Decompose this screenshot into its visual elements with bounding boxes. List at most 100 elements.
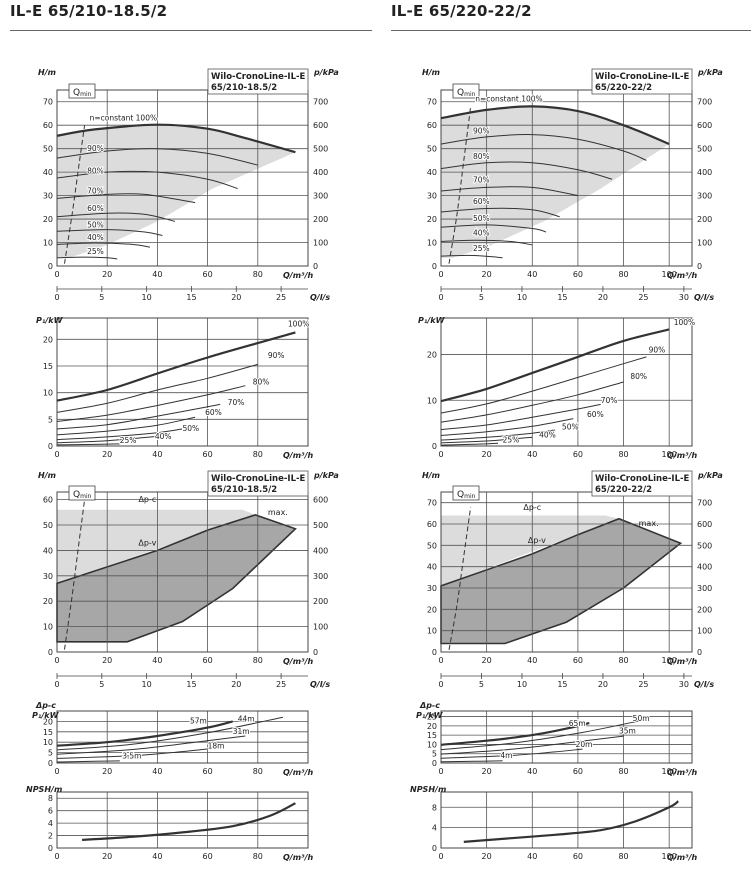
y-tick-label: 4	[432, 824, 437, 833]
model-label-box	[207, 68, 309, 95]
curve-n-constant-100-	[440, 105, 670, 146]
x-tick-label: 80	[618, 656, 628, 665]
curve-label: 25%	[473, 244, 490, 253]
y2-tick-label: 0	[313, 648, 318, 657]
region-label: Δp-v	[138, 538, 156, 547]
y-tick-label: 70	[427, 98, 437, 107]
y-tick-label: 15	[43, 362, 53, 371]
x2-tick-label: 10	[142, 680, 152, 689]
x2-tick-label: 25	[638, 293, 648, 302]
qmin-box	[68, 83, 96, 99]
curve-label: 70%	[87, 186, 104, 195]
y-tick-label: 30	[427, 192, 437, 201]
dp-v-area	[440, 517, 683, 645]
plot-frame	[440, 89, 693, 267]
curve-label: 60%	[587, 410, 604, 419]
curve-65m	[440, 722, 590, 746]
x-tick-label: 100	[662, 270, 677, 279]
y-tick-label: 10	[43, 623, 53, 632]
y-tick-label: 20	[427, 605, 437, 614]
curve-label: 20m	[576, 740, 593, 749]
qmin-box	[68, 485, 96, 501]
curve-label: 70%	[228, 398, 245, 407]
x-tick-label: 0	[54, 270, 59, 279]
y-tick-label: 0	[48, 442, 53, 451]
x-tick-label: 0	[438, 767, 443, 776]
curve-80-	[440, 161, 613, 180]
x-tick-label: 0	[438, 270, 443, 279]
y-tick-label: 10	[427, 239, 437, 248]
qmin-line	[448, 506, 472, 650]
x2-tick-label: 20	[598, 293, 608, 302]
x-tick-label: 80	[618, 852, 628, 861]
x2-axis-label: Q/l/s	[694, 680, 714, 689]
chart-l-p1: 0 20 40 60 80 0 5 10 15 20 P₁/kW Q/m³/h 100% 90% 80% 70…	[36, 316, 313, 460]
grid	[440, 491, 693, 653]
y2-tick-label: 100	[697, 627, 712, 636]
curve-npsh	[82, 802, 296, 841]
curve-label: 25%	[87, 247, 104, 256]
x-tick-label: 20	[482, 767, 492, 776]
y-tick-label: 40	[43, 168, 53, 177]
x-tick-label: 20	[482, 656, 492, 665]
y-tick-label: 50	[43, 521, 53, 530]
y-tick-label: 8	[432, 803, 437, 812]
y-tick-label: 10	[43, 738, 53, 747]
y2-tick-label: 200	[697, 605, 712, 614]
qmin-label: Qmin	[457, 88, 476, 98]
y2-tick-label: 0	[313, 262, 318, 271]
x-tick-label: 80	[618, 270, 628, 279]
x-axis-label: Q/m³/h	[283, 657, 313, 666]
curve-70-	[56, 403, 221, 430]
x-tick-label: 80	[253, 656, 263, 665]
curve-57m	[56, 720, 233, 747]
y-tick-label: 10	[43, 389, 53, 398]
curve-60-	[56, 212, 176, 222]
x-tick-label: 40	[152, 450, 162, 459]
region-label: max.	[268, 508, 288, 517]
curve-npsh	[463, 800, 679, 843]
y-axis-label: NPSH/m	[26, 785, 62, 794]
model-size: 65/210-18.5/2	[211, 485, 277, 495]
y-tick-label: 0	[48, 648, 53, 657]
model-name: Wilo-CronoLine-IL-E	[595, 72, 690, 82]
curve-50-	[440, 224, 547, 233]
curve-label: 4m	[500, 751, 512, 760]
curve-label: 40%	[539, 430, 556, 439]
y-tick-label: 15	[427, 731, 437, 740]
curve-100-	[56, 331, 296, 402]
x-tick-label: 60	[203, 656, 213, 665]
y2-tick-label: 300	[313, 572, 328, 581]
x-tick-label: 80	[618, 450, 628, 459]
curve-label: 3.5m	[122, 751, 141, 760]
curve-70-	[56, 193, 196, 204]
curve-90-	[56, 148, 258, 166]
y-tick-label: 70	[43, 98, 53, 107]
y-axis-label: Δp-c	[35, 701, 56, 710]
x2-tick-label: 5	[479, 293, 484, 302]
curve-label: n=constant 100%	[475, 95, 542, 104]
curve-4m	[440, 760, 503, 763]
curve-label: 25%	[120, 436, 137, 445]
y-tick-label: 30	[427, 584, 437, 593]
curve-label: 90%	[473, 126, 490, 135]
y-tick-label: 20	[43, 215, 53, 224]
y-tick-label: 50	[427, 541, 437, 550]
x-tick-label: 20	[102, 767, 112, 776]
plot-frame	[440, 791, 693, 849]
y-tick-label: 30	[43, 192, 53, 201]
x-tick-label: 60	[203, 767, 213, 776]
x-tick-label: 40	[527, 767, 537, 776]
curve-18m	[56, 746, 221, 759]
curve-label: 18m	[208, 741, 225, 750]
y-tick-label: 40	[43, 546, 53, 555]
y-tick-label: 10	[427, 627, 437, 636]
x-tick-label: 80	[253, 852, 263, 861]
x-axis-label: Q/m³/h	[283, 271, 313, 280]
y-tick-label: 0	[48, 844, 53, 853]
y-tick-label: 20	[43, 597, 53, 606]
curve-label: 80%	[87, 166, 104, 175]
x-tick-label: 0	[438, 656, 443, 665]
curve-80-	[56, 170, 238, 190]
